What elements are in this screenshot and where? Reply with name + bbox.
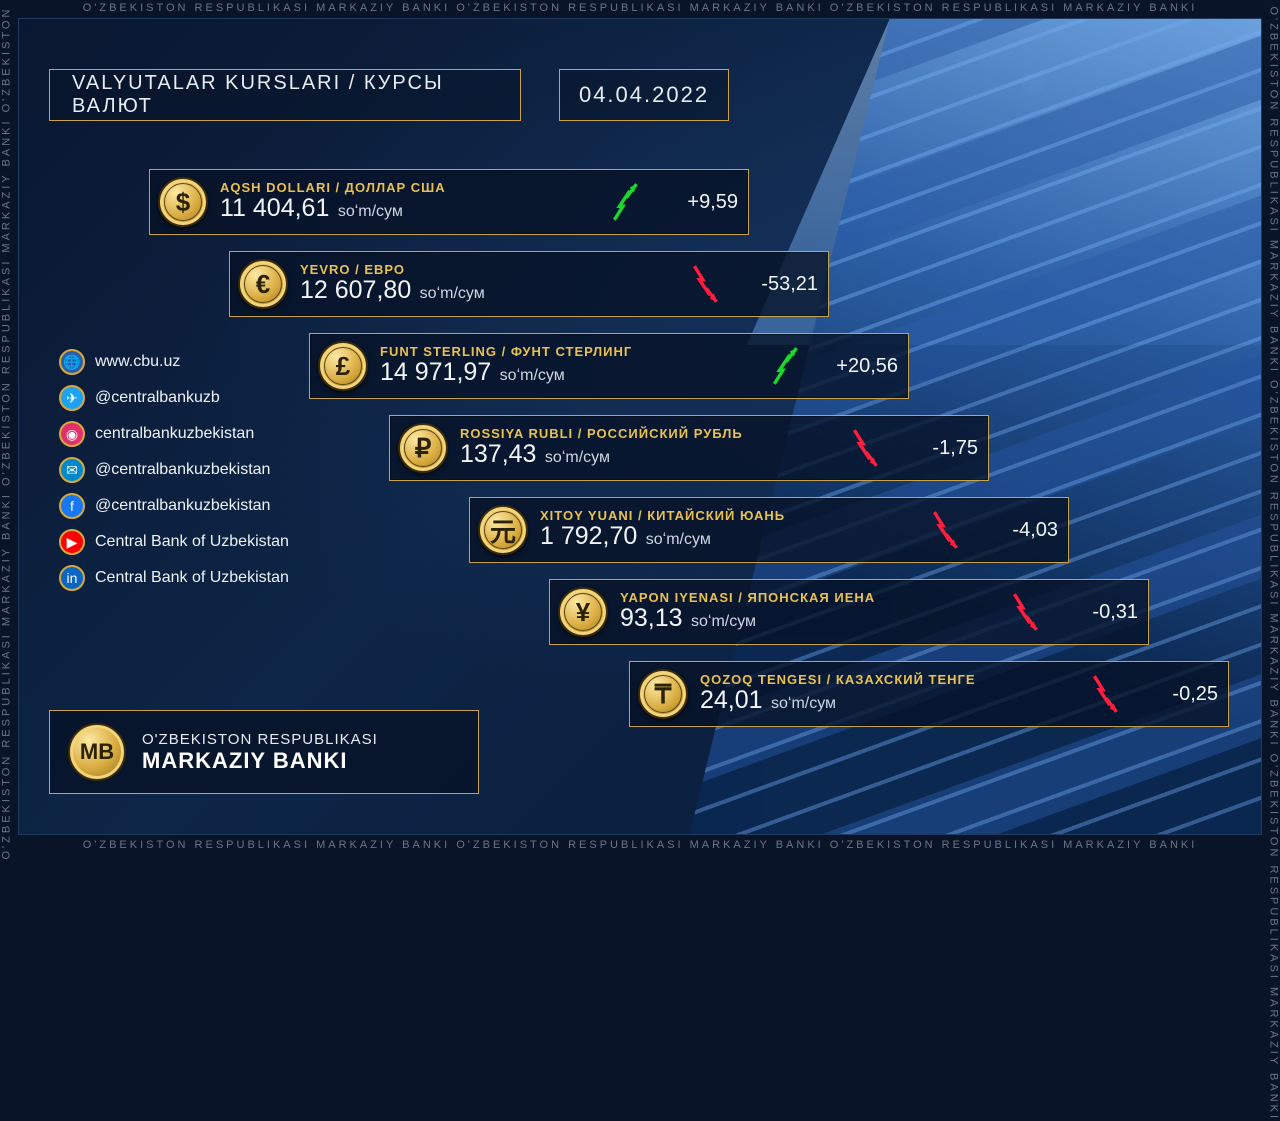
currency-row: € YEVRO / ЕВРО 12 607,80 soʻm/сум -53,21 — [229, 251, 829, 317]
currency-coin-icon: $ — [158, 177, 208, 227]
footer-line1: O'ZBEKISTON RESPUBLIKASI — [142, 731, 378, 748]
border-text-bottom: O'ZBEKISTON RESPUBLIKASI MARKAZIY BANKI … — [0, 839, 1280, 851]
currency-coin-icon: 元 — [478, 505, 528, 555]
currency-rate: 11 404,61 soʻm/сум — [220, 195, 446, 223]
footer-text: O'ZBEKISTON RESPUBLIKASI MARKAZIY BANKI — [142, 731, 378, 774]
currency-name: AQSH DOLLARI / ДОЛЛАР США — [220, 181, 446, 195]
currency-name: QOZOQ TENGESI / КАЗАХСКИЙ ТЕНГЕ — [700, 673, 976, 687]
header-date: 04.04.2022 — [559, 69, 729, 121]
currency-coin-icon: £ — [318, 341, 368, 391]
currency-coin-icon: ₽ — [398, 423, 448, 473]
currency-name: YEVRO / ЕВРО — [300, 263, 485, 277]
trend-arrow-icon — [1088, 662, 1128, 726]
border-text-top: O'ZBEKISTON RESPUBLIKASI MARKAZIY BANKI … — [0, 2, 1280, 14]
currency-coin-icon: ¥ — [558, 587, 608, 637]
currency-rate: 12 607,80 soʻm/сум — [300, 277, 485, 305]
border-text-left: O'ZBEKISTON RESPUBLIKASI MARKAZIY BANKI … — [1, 6, 13, 859]
currency-name: ROSSIYA RUBLI / РОССИЙСКИЙ РУБЛЬ — [460, 427, 743, 441]
social-link[interactable]: ▶ Central Bank of Uzbekistan — [59, 529, 289, 555]
header-title: VALYUTALAR KURSLARI / КУРСЫ ВАЛЮТ — [49, 69, 521, 121]
currency-rate: 137,43 soʻm/сум — [460, 441, 743, 469]
border-text-right: O'ZBEKISTON RESPUBLIKASI MARKAZIY BANKI … — [1268, 6, 1280, 859]
social-link[interactable]: in Central Bank of Uzbekistan — [59, 565, 289, 591]
social-icon: ◉ — [59, 421, 85, 447]
footer-line2: MARKAZIY BANKI — [142, 748, 378, 774]
currency-delta: -0,25 — [1138, 662, 1218, 726]
social-icon: ✉ — [59, 457, 85, 483]
social-label: @centralbankuzb — [95, 389, 220, 407]
currency-rate: 1 792,70 soʻm/сум — [540, 523, 785, 551]
social-link[interactable]: f @centralbankuzbekistan — [59, 493, 289, 519]
currency-rate: 14 971,97 soʻm/сум — [380, 359, 632, 387]
social-link[interactable]: ◉ centralbankuzbekistan — [59, 421, 289, 447]
footer-bank-box: MB O'ZBEKISTON RESPUBLIKASI MARKAZIY BAN… — [49, 710, 479, 794]
currency-coin-icon: ₸ — [638, 669, 688, 719]
social-link[interactable]: ✈ @centralbankuzb — [59, 385, 289, 411]
social-icon: ▶ — [59, 529, 85, 555]
currency-row: ₸ QOZOQ TENGESI / КАЗАХСКИЙ ТЕНГЕ 24,01 … — [629, 661, 1229, 727]
currency-row: ₽ ROSSIYA RUBLI / РОССИЙСКИЙ РУБЛЬ 137,4… — [389, 415, 989, 481]
social-icon: ✈ — [59, 385, 85, 411]
currency-row: $ AQSH DOLLARI / ДОЛЛАР США 11 404,61 so… — [149, 169, 749, 235]
social-label: Central Bank of Uzbekistan — [95, 533, 289, 551]
currency-delta: -4,03 — [978, 498, 1058, 562]
social-link[interactable]: ✉ @centralbankuzbekistan — [59, 457, 289, 483]
currency-row: £ FUNT STERLING / ФУНТ СТЕРЛИНГ 14 971,9… — [309, 333, 909, 399]
currency-delta: +9,59 — [658, 170, 738, 234]
main-panel: VALYUTALAR KURSLARI / КУРСЫ ВАЛЮТ 04.04.… — [18, 18, 1262, 835]
social-icon: 🌐 — [59, 349, 85, 375]
trend-arrow-icon — [688, 252, 728, 316]
trend-arrow-icon — [768, 334, 808, 398]
social-label: centralbankuzbekistan — [95, 425, 254, 443]
currency-coin-icon: € — [238, 259, 288, 309]
currency-row: ¥ YAPON IYENASI / ЯПОНСКАЯ ИЕНА 93,13 so… — [549, 579, 1149, 645]
currency-name: YAPON IYENASI / ЯПОНСКАЯ ИЕНА — [620, 591, 875, 605]
trend-arrow-icon — [1008, 580, 1048, 644]
currency-name: FUNT STERLING / ФУНТ СТЕРЛИНГ — [380, 345, 632, 359]
currency-row: 元 XITOY YUANI / КИТАЙСКИЙ ЮАНЬ 1 792,70 … — [469, 497, 1069, 563]
currency-name: XITOY YUANI / КИТАЙСКИЙ ЮАНЬ — [540, 509, 785, 523]
trend-arrow-icon — [928, 498, 968, 562]
social-label: @centralbankuzbekistan — [95, 461, 270, 479]
trend-arrow-icon — [608, 170, 648, 234]
social-label: www.cbu.uz — [95, 353, 180, 371]
social-label: Central Bank of Uzbekistan — [95, 569, 289, 587]
currency-rate: 93,13 soʻm/сум — [620, 605, 875, 633]
social-link[interactable]: 🌐 www.cbu.uz — [59, 349, 289, 375]
currency-delta: -0,31 — [1058, 580, 1138, 644]
social-icon: in — [59, 565, 85, 591]
bank-logo-icon: MB — [68, 723, 126, 781]
social-links: 🌐 www.cbu.uz ✈ @centralbankuzb ◉ centralba… — [59, 349, 289, 591]
currency-rate: 24,01 soʻm/сум — [700, 687, 976, 715]
currency-delta: -53,21 — [738, 252, 818, 316]
currency-delta: +20,56 — [818, 334, 898, 398]
currency-delta: -1,75 — [898, 416, 978, 480]
social-label: @centralbankuzbekistan — [95, 497, 270, 515]
trend-arrow-icon — [848, 416, 888, 480]
social-icon: f — [59, 493, 85, 519]
